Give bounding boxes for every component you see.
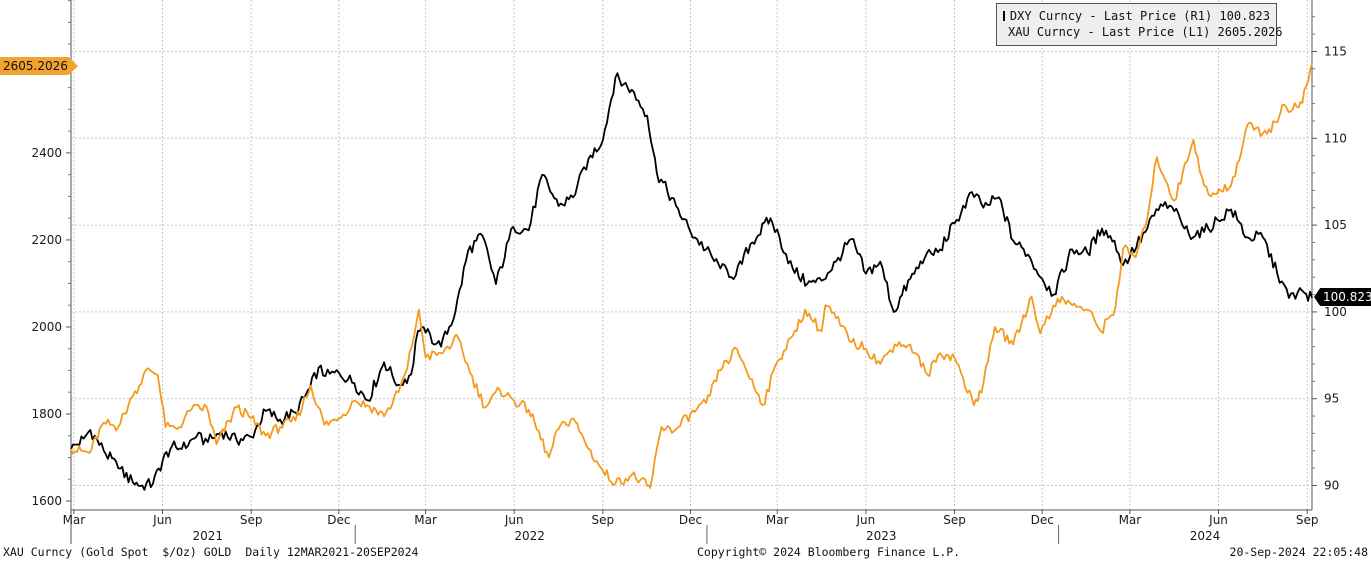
right-tick-label: 105 <box>1324 218 1347 232</box>
x-tick-label: Dec <box>327 513 350 527</box>
right-tick-label: 95 <box>1324 392 1339 406</box>
right-tick-label: 115 <box>1324 45 1347 59</box>
left-tick-label: 1600 <box>31 494 62 508</box>
legend-label-dxy: DXY Curncy - Last Price (R1) 100.823 <box>1009 9 1270 23</box>
x-tick-label: Jun <box>504 513 524 527</box>
x-tick-label: Dec <box>679 513 702 527</box>
series-line-xau <box>70 63 1313 489</box>
x-axis-ticks: Mar Jun Sep Dec Mar Jun Sep Dec Mar Jun Sep Dec Mar J… <box>63 510 1319 544</box>
last-price-badge-dxy: 100.823 <box>1314 288 1371 306</box>
right-tick-label: 110 <box>1324 131 1347 145</box>
year-label: 2023 <box>866 529 897 543</box>
x-tick-label: Sep <box>943 513 966 527</box>
chart: 1600 1800 2000 2200 2400 90 95 100 105 110 115 Ma… <box>31 0 1347 544</box>
footer-security-info: XAU Curncy (Gold Spot $/Oz) GOLD Daily 1… <box>3 545 419 559</box>
legend-label-xau: XAU Curncy - Last Price (L1) 2605.2026 <box>1008 25 1283 39</box>
legend: DXY Curncy - Last Price (R1) 100.823 XAU… <box>996 3 1283 46</box>
last-price-badge-gold: 2605.2026 <box>0 57 78 75</box>
left-tick-label: 1800 <box>31 407 62 421</box>
legend-item-xau: XAU Curncy - Last Price (L1) 2605.2026 <box>1003 24 1283 40</box>
grid <box>71 0 1312 510</box>
year-label: 2021 <box>193 529 224 543</box>
left-axis-ticks: 1600 1800 2000 2200 2400 <box>31 0 71 508</box>
x-tick-label: Dec <box>1031 513 1054 527</box>
right-axis-ticks: 90 95 100 105 110 115 <box>1312 16 1347 493</box>
legend-item-dxy: DXY Curncy - Last Price (R1) 100.823 <box>1003 8 1270 24</box>
footer-timestamp: 20-Sep-2024 22:05:48 <box>1229 545 1368 559</box>
x-tick-label: Jun <box>856 513 876 527</box>
x-tick-label: Mar <box>766 513 789 527</box>
right-tick-label: 100 <box>1324 305 1347 319</box>
year-label: 2024 <box>1190 529 1221 543</box>
axes <box>70 0 1313 544</box>
x-tick-label: Jun <box>152 513 172 527</box>
x-tick-label: Sep <box>240 513 263 527</box>
x-tick-label: Mar <box>1119 513 1142 527</box>
x-tick-label: Jun <box>1208 513 1228 527</box>
x-tick-label: Mar <box>414 513 437 527</box>
series-lines <box>70 63 1313 491</box>
legend-swatch-dxy <box>1003 11 1005 21</box>
footer-copyright: Copyright© 2024 Bloomberg Finance L.P. <box>697 545 961 559</box>
right-tick-label: 90 <box>1324 479 1339 493</box>
x-tick-label: Mar <box>63 513 86 527</box>
series-line-dxy <box>70 72 1313 491</box>
year-label: 2022 <box>514 529 545 543</box>
left-tick-label: 2000 <box>31 320 62 334</box>
left-tick-label: 2400 <box>31 146 62 160</box>
left-tick-label: 2200 <box>31 233 62 247</box>
x-tick-label: Sep <box>1296 513 1319 527</box>
x-tick-label: Sep <box>592 513 615 527</box>
